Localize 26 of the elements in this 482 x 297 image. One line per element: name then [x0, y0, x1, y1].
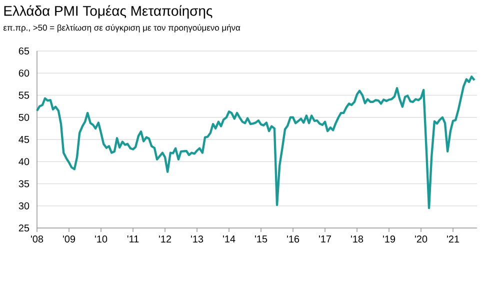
x-tick-label: '20 [415, 236, 428, 243]
y-tick-label: 60 [18, 70, 30, 77]
x-tick-label: '09 [63, 236, 76, 243]
y-tick-label: 45 [18, 136, 30, 143]
x-tick-label: '18 [351, 236, 364, 243]
y-tick-label: 35 [18, 180, 30, 188]
y-tick-label: 40 [18, 158, 30, 166]
x-tick-label: '10 [95, 236, 108, 243]
x-tick-label: '19 [383, 236, 396, 243]
y-tick-label: 30 [18, 202, 30, 210]
chart-subtitle: επ.πρ., >50 = βελτίωση σε σύγκριση με τον προηγούμενο μήνα [4, 24, 240, 32]
x-tick-label: '21 [447, 236, 460, 242]
x-tick-label: '12 [159, 236, 172, 242]
chart-title: Ελλάδα PMI Τομέας Μεταποίησης [4, 5, 212, 19]
x-tick-label: '14 [223, 236, 236, 242]
y-tick-label: 55 [18, 92, 30, 99]
y-tick-label: 25 [18, 224, 30, 232]
x-tick-label: '13 [191, 236, 204, 243]
y-tick-label: 65 [18, 47, 30, 55]
y-tick-label: 50 [18, 114, 30, 121]
x-tick-label: '08 [31, 236, 44, 243]
x-tick-label: '17 [319, 236, 332, 242]
line-series [36, 76, 476, 210]
x-tick-label: '16 [287, 236, 300, 243]
x-tick-label: '11 [127, 236, 139, 242]
x-tick-label: '15 [255, 236, 268, 242]
